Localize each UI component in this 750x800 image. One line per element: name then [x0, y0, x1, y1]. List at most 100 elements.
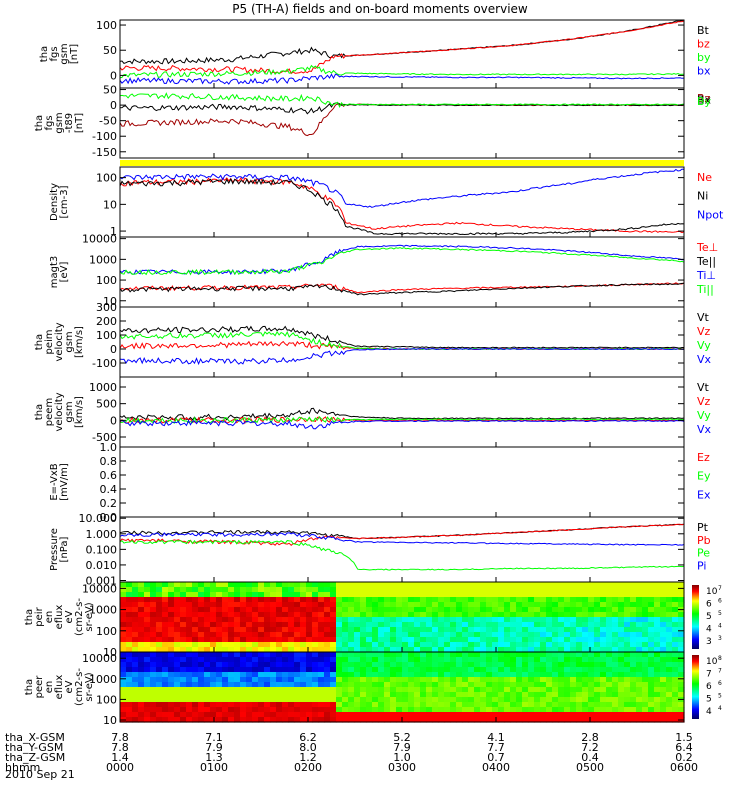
heatmap-cell [612, 617, 619, 623]
heatmap-cell [144, 687, 151, 693]
heatmap-cell [612, 657, 619, 663]
heatmap-cell [228, 682, 235, 688]
heatmap-cell [126, 682, 133, 688]
heatmap-cell [258, 622, 265, 628]
series-fgs-0 [119, 19, 685, 65]
heatmap-cell [510, 672, 517, 678]
heatmap-cell [198, 587, 205, 593]
heatmap-cell [210, 617, 217, 623]
heatmap-cell [600, 642, 607, 648]
ytick-label: -100 [92, 357, 117, 370]
ylabel-line: en [44, 681, 55, 694]
heatmap-cell [678, 667, 685, 673]
heatmap-cell [246, 617, 253, 623]
heatmap-cell [234, 622, 241, 628]
heatmap-cell [300, 667, 307, 673]
heatmap-cell [546, 687, 553, 693]
heatmap-cell [498, 652, 505, 658]
heatmap-cell [654, 712, 661, 718]
heatmap-cell [330, 662, 337, 668]
heatmap-cell [570, 587, 577, 593]
heatmap-cell [258, 592, 265, 598]
heatmap-cell [474, 617, 481, 623]
heatmap-cell [174, 582, 181, 588]
heatmap-cell [594, 597, 601, 603]
heatmap-cell [522, 652, 529, 658]
heatmap-cell [480, 632, 487, 638]
heatmap-cell [306, 592, 313, 598]
colorbar-exponent: 5 [718, 610, 722, 617]
heatmap-cell [150, 607, 157, 613]
heatmap-cell [336, 597, 343, 603]
heatmap-cell [426, 667, 433, 673]
heatmap-cell [240, 622, 247, 628]
heatmap-cell [378, 672, 385, 678]
heatmap-cell [174, 662, 181, 668]
heatmap-cell [402, 617, 409, 623]
heatmap-cell [594, 607, 601, 613]
heatmap-cell [330, 627, 337, 633]
heatmap-cell [366, 707, 373, 713]
heatmap-cell [258, 612, 265, 618]
heatmap-cell [582, 682, 589, 688]
heatmap-cell [510, 637, 517, 643]
heatmap-cell [576, 647, 583, 653]
heatmap-cell [330, 697, 337, 703]
heatmap-cell [498, 592, 505, 598]
heatmap-cell [522, 712, 529, 718]
heatmap-cell [348, 617, 355, 623]
heatmap-cell [288, 602, 295, 608]
heatmap-cell [348, 602, 355, 608]
heatmap-cell [576, 617, 583, 623]
heatmap-cell [318, 602, 325, 608]
heatmap-cell [576, 662, 583, 668]
series-pressure-3 [119, 532, 685, 546]
series-density-2 [119, 168, 685, 208]
heatmap-cell [408, 627, 415, 633]
heatmap-cell [570, 597, 577, 603]
heatmap-cell [678, 602, 685, 608]
heatmap-cell [288, 717, 295, 723]
heatmap-cell [270, 702, 277, 708]
heatmap-cell [198, 672, 205, 678]
heatmap-cell [366, 642, 373, 648]
heatmap-cell [522, 647, 529, 653]
heatmap-cell [324, 637, 331, 643]
heatmap-cell [588, 702, 595, 708]
heatmap-cell [366, 592, 373, 598]
heatmap-cell [516, 617, 523, 623]
heatmap-cell [426, 592, 433, 598]
heatmap-cell [228, 662, 235, 668]
heatmap-cell [516, 717, 523, 723]
heatmap-cell [468, 697, 475, 703]
colorbar-peer_spec [692, 655, 699, 719]
series-temperature-3 [119, 247, 685, 276]
heatmap-cell [324, 677, 331, 683]
heatmap-cell [198, 602, 205, 608]
heatmap-cell [318, 637, 325, 643]
heatmap-cell [438, 597, 445, 603]
heatmap-cell [330, 647, 337, 653]
heatmap-cell [642, 592, 649, 598]
heatmap-cell [528, 612, 535, 618]
heatmap-cell [600, 587, 607, 593]
heatmap-cell [390, 657, 397, 663]
heatmap-cell [288, 592, 295, 598]
heatmap-cell [372, 717, 379, 723]
heatmap-cell [126, 617, 133, 623]
series-temperature-2 [119, 244, 684, 276]
heatmap-cell [528, 717, 535, 723]
heatmap-cell [588, 682, 595, 688]
frame-peim_velocity [119, 306, 685, 378]
heatmap-cell [594, 582, 601, 588]
heatmap-cell [474, 637, 481, 643]
colorbar-exponent: 4 [718, 623, 722, 630]
heatmap-cell [282, 632, 289, 638]
heatmap-cell [366, 607, 373, 613]
heatmap-cell [300, 602, 307, 608]
heatmap-cell [336, 712, 343, 718]
heatmap-cell [480, 672, 487, 678]
heatmap-cell [426, 712, 433, 718]
heatmap-cell [414, 632, 421, 638]
